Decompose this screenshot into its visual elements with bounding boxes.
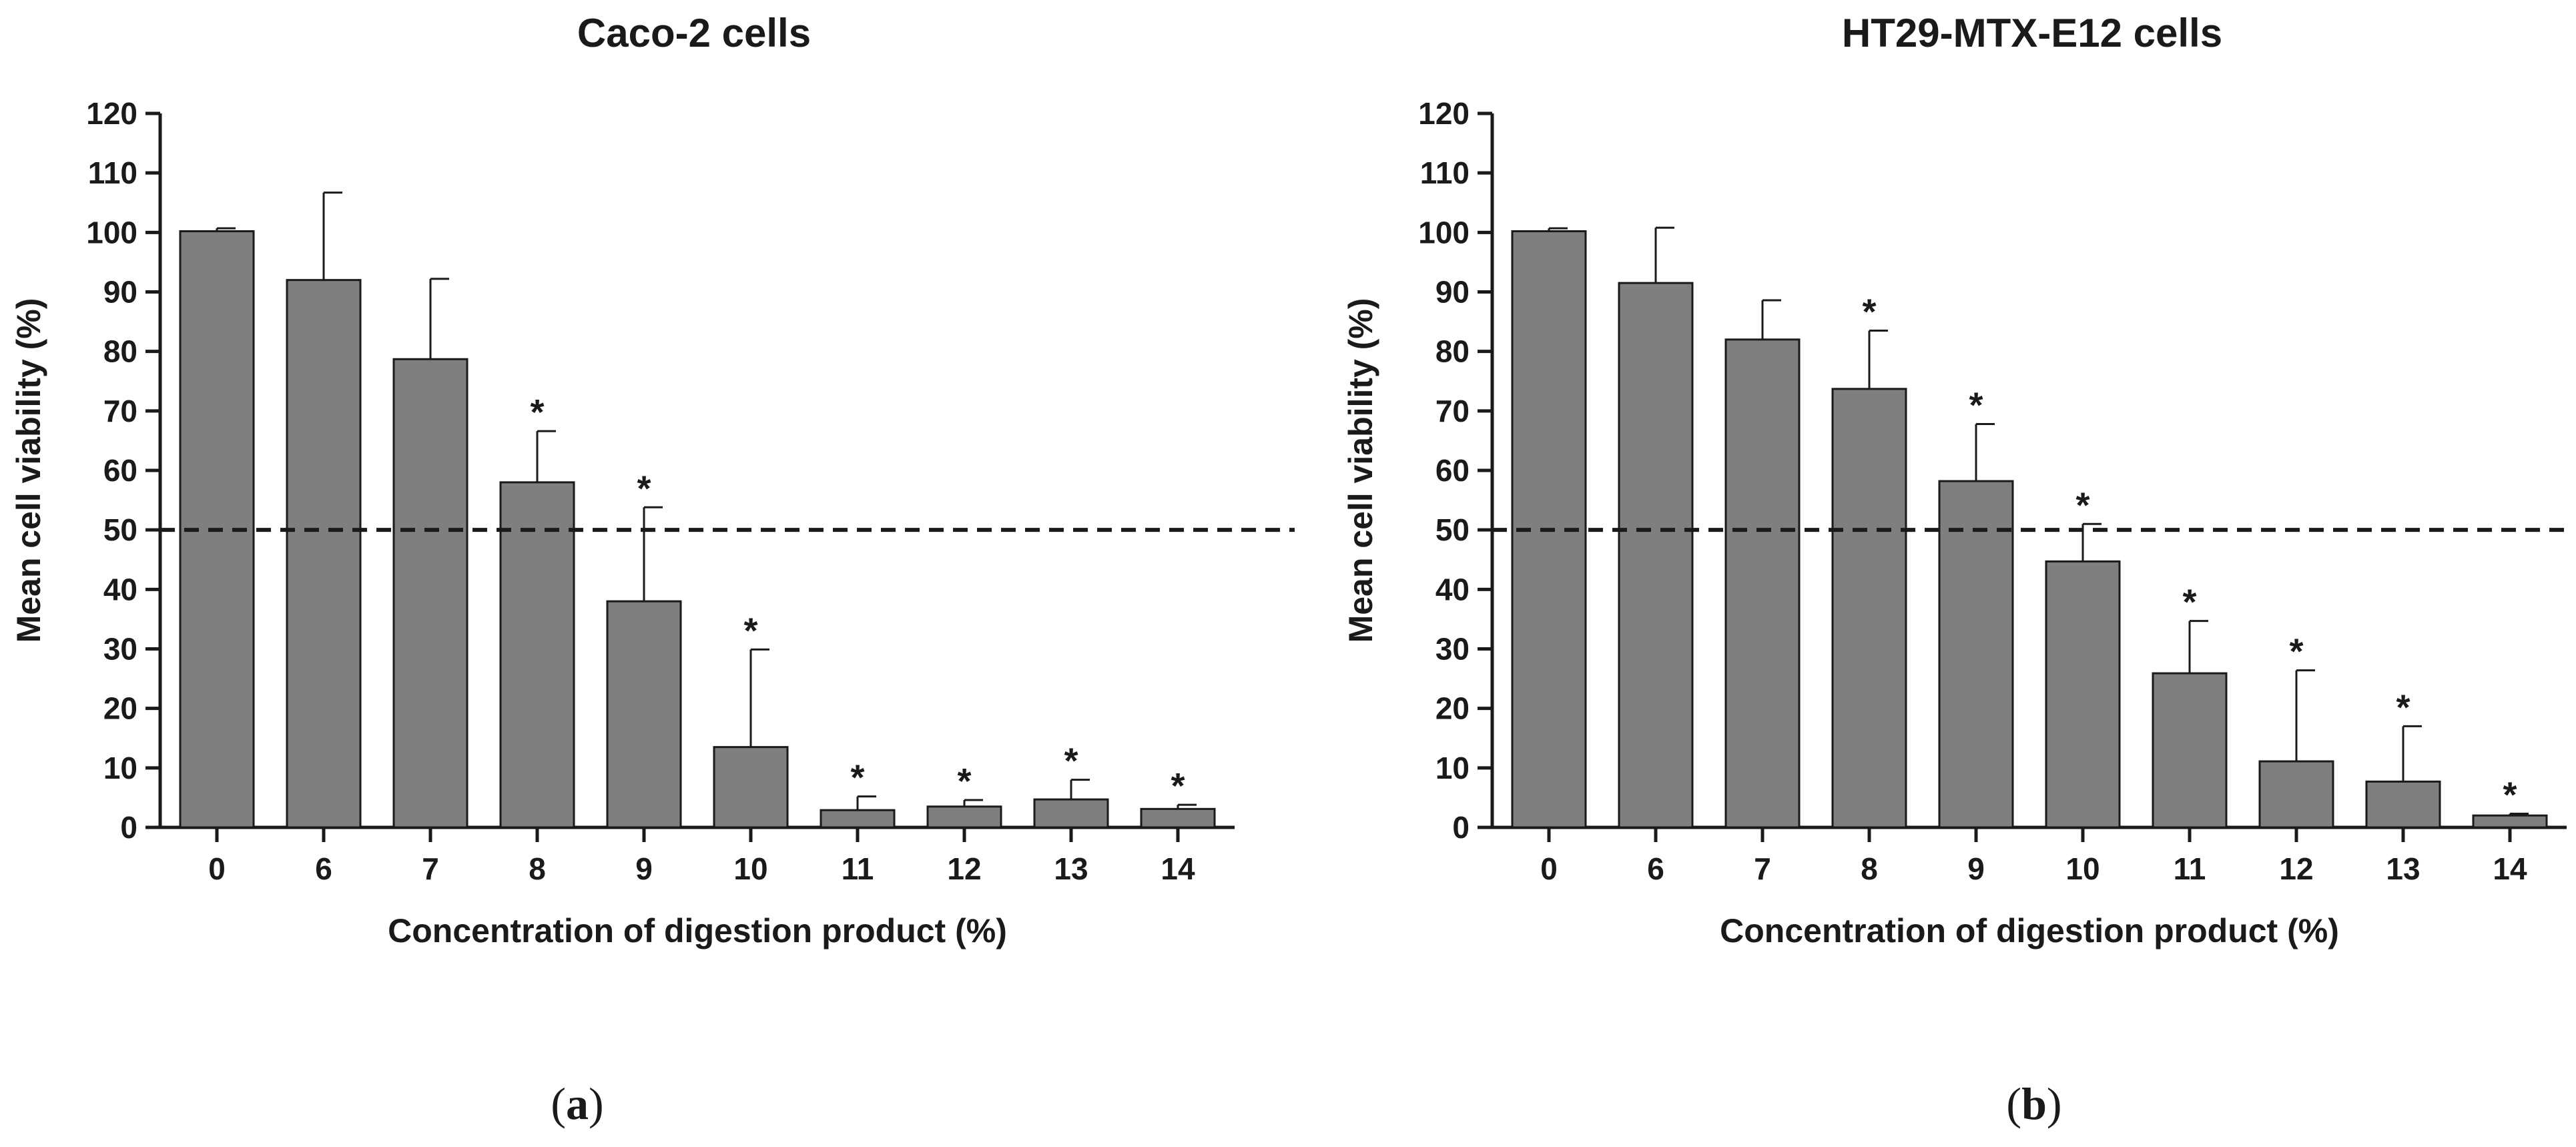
- x-tick-label: 7: [422, 851, 439, 886]
- x-tick-label: 8: [529, 851, 546, 886]
- y-tick-label: 110: [88, 155, 137, 190]
- x-tick-label: 11: [2174, 851, 2206, 886]
- x-tick-label: 8: [1861, 851, 1878, 886]
- y-tick-label: 60: [1435, 453, 1470, 488]
- chart-title: HT29-MTX-E12 cells: [1842, 11, 2222, 55]
- significance-marker: *: [957, 761, 971, 801]
- bar-9: [606, 600, 682, 829]
- significance-marker: *: [1862, 292, 1876, 332]
- y-tick-label: 120: [1418, 96, 1470, 131]
- y-tick-label: 10: [103, 751, 137, 785]
- panel-paren: ): [2047, 1078, 2062, 1129]
- y-axis-label: Mean cell viability (%): [10, 298, 47, 643]
- panel-paren: (: [551, 1078, 566, 1129]
- y-tick-label: 60: [103, 453, 137, 488]
- y-tick-label: 80: [103, 334, 137, 369]
- bar-14: [1140, 807, 1216, 829]
- significance-marker: *: [2396, 687, 2410, 727]
- x-tick-label: 12: [947, 851, 981, 886]
- x-tick-label: 14: [2493, 851, 2527, 886]
- y-tick-label: 50: [1435, 512, 1470, 547]
- panel-letter: b: [2021, 1078, 2047, 1129]
- panel-letter: a: [566, 1078, 589, 1129]
- y-tick-label: 50: [103, 512, 137, 547]
- bar-13: [1033, 798, 1109, 829]
- bar-8: [1831, 388, 1907, 829]
- significance-marker: *: [1969, 385, 1983, 425]
- x-tick-label: 10: [733, 851, 767, 886]
- y-tick-label: 100: [86, 215, 137, 250]
- y-tick-label: 40: [1435, 572, 1470, 607]
- bar-9: [1938, 480, 2014, 829]
- x-tick-label: 12: [2279, 851, 2313, 886]
- significance-marker: *: [2503, 775, 2517, 815]
- bar-7: [392, 358, 468, 829]
- bar-12: [926, 805, 1002, 829]
- y-tick-label: 0: [1452, 810, 1470, 845]
- y-tick-label: 80: [1435, 334, 1470, 369]
- bar-10: [713, 746, 789, 829]
- chart-title: Caco-2 cells: [577, 11, 811, 55]
- y-axis-label: Mean cell viability (%): [1342, 298, 1379, 643]
- y-tick-label: 70: [103, 394, 137, 428]
- significance-marker: *: [743, 611, 757, 651]
- y-tick-label: 10: [1435, 751, 1470, 785]
- bar-11: [2152, 672, 2228, 829]
- x-tick-label: 0: [1540, 851, 1558, 886]
- y-tick-label: 110: [1420, 155, 1470, 190]
- x-tick-label: 0: [208, 851, 226, 886]
- bar-10: [2045, 560, 2121, 829]
- significance-marker: *: [2182, 583, 2196, 623]
- significance-marker: *: [2289, 632, 2303, 672]
- y-tick-label: 90: [1435, 275, 1470, 310]
- significance-marker: *: [637, 468, 651, 508]
- y-tick-label: 40: [103, 572, 137, 607]
- x-tick-label: 7: [1754, 851, 1771, 886]
- panel-paren: ): [589, 1078, 604, 1129]
- y-tick-label: 90: [103, 275, 137, 310]
- y-tick-label: 120: [86, 96, 137, 131]
- chart-panel-2: HT29-MTX-E12 cells0102030405060708090100…: [1342, 11, 2569, 1129]
- x-tick-label: 13: [2386, 851, 2420, 886]
- x-tick-label: 6: [1647, 851, 1664, 886]
- x-tick-label: 14: [1161, 851, 1195, 886]
- bar-7: [1724, 338, 1801, 829]
- bar-13: [2365, 780, 2441, 829]
- x-axis-label: Concentration of digestion product (%): [388, 912, 1007, 949]
- bar-11: [820, 809, 896, 829]
- x-axis-label: Concentration of digestion product (%): [1720, 912, 2339, 949]
- y-tick-label: 30: [103, 632, 137, 667]
- x-tick-label: 13: [1054, 851, 1088, 886]
- panel-label: (a): [551, 1078, 603, 1129]
- significance-marker: *: [2075, 485, 2089, 525]
- x-tick-label: 9: [1967, 851, 1985, 886]
- bar-12: [2258, 760, 2334, 829]
- bar-6: [286, 279, 362, 829]
- y-tick-label: 30: [1435, 632, 1470, 667]
- significance-marker: *: [1064, 741, 1078, 781]
- x-tick-label: 10: [2065, 851, 2100, 886]
- significance-marker: *: [1171, 766, 1185, 806]
- significance-marker: *: [850, 758, 864, 798]
- y-tick-label: 20: [103, 691, 137, 726]
- y-tick-label: 0: [120, 810, 137, 845]
- y-tick-label: 100: [1418, 215, 1470, 250]
- chart-panel-1: Caco-2 cells0102030405060708090100110120…: [10, 11, 1295, 1129]
- x-tick-label: 6: [315, 851, 332, 886]
- bar-6: [1618, 282, 1694, 829]
- panel-label: (b): [2006, 1078, 2061, 1129]
- y-tick-label: 20: [1435, 691, 1470, 726]
- x-tick-label: 9: [635, 851, 653, 886]
- bar-8: [499, 481, 575, 829]
- x-tick-label: 11: [842, 851, 874, 886]
- significance-marker: *: [530, 392, 544, 432]
- bar-14: [2472, 814, 2548, 829]
- y-tick-label: 70: [1435, 394, 1470, 428]
- panel-paren: (: [2006, 1078, 2021, 1129]
